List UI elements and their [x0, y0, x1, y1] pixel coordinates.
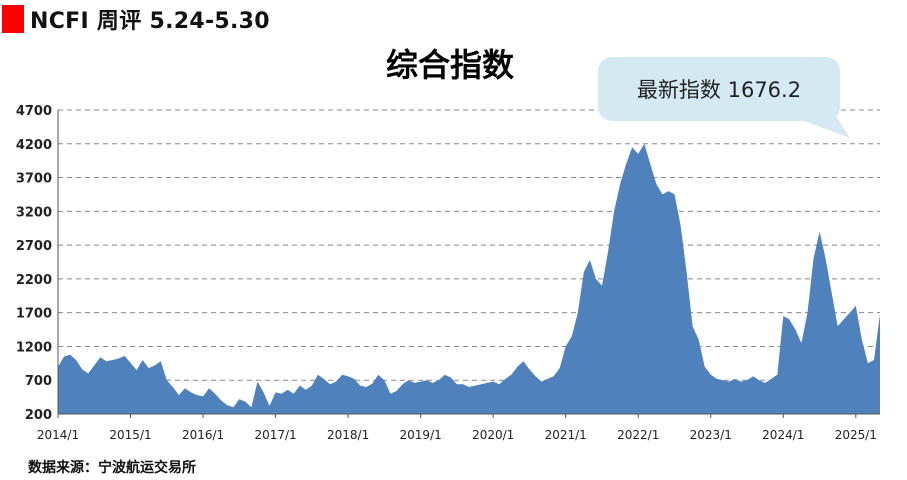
axes: [57, 110, 880, 415]
y-tick-label: 2700: [16, 239, 52, 254]
callout-text: 最新指数 1676.2: [636, 78, 802, 102]
x-tick-label: 2014/1: [37, 428, 79, 442]
y-tick-label: 4200: [16, 138, 52, 153]
y-tick-label: 200: [25, 408, 52, 423]
x-tick-label: 2023/1: [690, 428, 732, 442]
x-tick-label: 2021/1: [545, 428, 587, 442]
x-tick-label: 2020/1: [472, 428, 514, 442]
y-tick-label: 2200: [16, 273, 52, 288]
x-tick-label: 2017/1: [254, 428, 296, 442]
x-tick-label: 2015/1: [109, 428, 151, 442]
composite-index-area: [58, 143, 880, 415]
grid-lines: [58, 109, 880, 381]
x-tick-label: 2019/1: [400, 428, 442, 442]
x-tick-label: 2018/1: [327, 428, 369, 442]
chart-title: 综合指数: [385, 46, 514, 84]
y-tick-label: 1700: [16, 307, 52, 322]
y-tick-label: 4700: [16, 104, 52, 119]
latest-index-callout: 最新指数 1676.2: [598, 57, 840, 121]
red-title-marker: [2, 5, 24, 33]
y-tick-label: 1200: [16, 340, 52, 355]
x-tick-label: 2016/1: [182, 428, 224, 442]
x-tick-label: 2022/1: [617, 428, 659, 442]
y-tick-label: 3700: [16, 172, 52, 187]
report-title: NCFI 周评 5.24-5.30: [30, 9, 270, 34]
y-tick-label: 700: [25, 374, 52, 389]
data-source: 数据来源：宁波航运交易所: [28, 460, 196, 476]
x-tick-label: 2025/1: [835, 428, 877, 442]
y-axis-ticks: 200 700 1200 1700 2200 2700 3200 3700 4200 4700: [16, 104, 52, 423]
y-tick-label: 3200: [16, 205, 52, 220]
x-axis-ticks: 2014/1 2015/1 2016/1 2017/1 2018/1 2019/1 2020…: [37, 414, 877, 442]
report-header: NCFI 周评 5.24-5.30: [2, 4, 270, 34]
x-tick-label: 2024/1: [762, 428, 804, 442]
